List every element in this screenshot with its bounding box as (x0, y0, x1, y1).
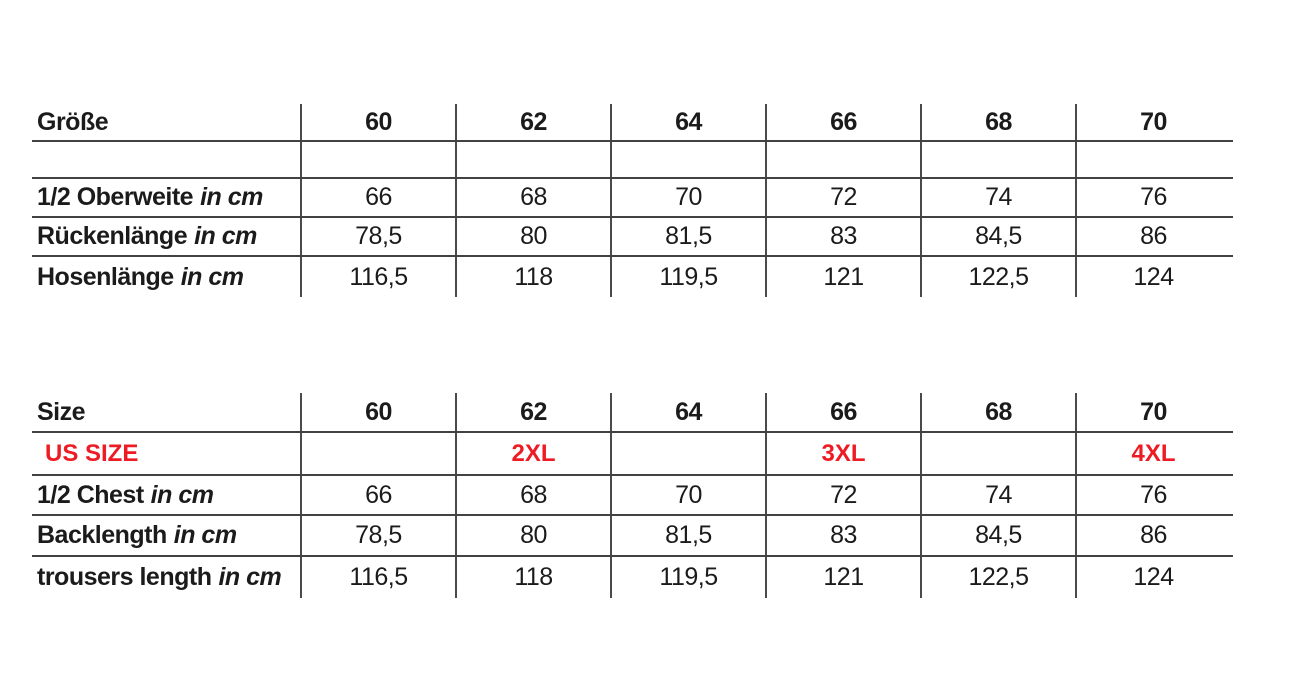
value-cell: 76 (1140, 480, 1167, 509)
row-label-text: Hosenlänge (37, 262, 174, 291)
value-cell: 66 (302, 179, 457, 216)
row-label-text: trousers length (37, 563, 212, 591)
value-cell: 81,5 (612, 516, 767, 555)
value-cell: 121 (767, 257, 922, 297)
size-column-header: 62 (457, 393, 612, 431)
table-row: Size 60 62 64 66 68 70 (32, 393, 1233, 433)
us-size-cell (612, 433, 767, 474)
us-size-cell (302, 433, 457, 474)
row-label-unit: in cm (180, 262, 244, 291)
value-cell: 74 (922, 179, 1077, 216)
row-label-text: Rückenlänge (37, 222, 188, 250)
row-label-backlength: Backlength in cm (32, 516, 302, 555)
size-table-english: Size 60 62 64 66 68 70 US SIZE 2XL 3XL 4… (32, 393, 1233, 598)
row-label-text: 1/2 Oberweite (37, 183, 194, 211)
row-label-rueckenlaenge: Rückenlänge in cm (32, 218, 302, 255)
row-label-hosenlaenge: Hosenlänge in cm (32, 257, 302, 297)
row-label-unit: in cm (150, 480, 214, 509)
value-cell: 118 (457, 257, 612, 297)
value-cell: 70 (612, 476, 767, 514)
table-row: 1/2 Chest in cm 66 68 70 72 74 76 (32, 476, 1233, 516)
value-cell: 121 (767, 557, 922, 598)
row-label-size: Size (32, 393, 302, 431)
us-size-cell: 3XL (767, 433, 922, 474)
table-row: trousers length in cm 116,5 118 119,5 12… (32, 557, 1233, 598)
value-cell: 83 (767, 218, 922, 255)
row-label-trousers-length: trousers length in cm (32, 557, 302, 598)
size-column-header: 64 (612, 393, 767, 431)
value-cell: 80 (457, 218, 612, 255)
empty-cell (32, 142, 302, 177)
empty-cell (1077, 142, 1230, 177)
row-label-us-size: US SIZE (32, 433, 302, 474)
value-cell: 70 (612, 179, 767, 216)
table-row: Hosenlänge in cm 116,5 118 119,5 121 122… (32, 257, 1233, 297)
us-size-cell: 4XL (1131, 439, 1176, 467)
size-column-header: 60 (302, 393, 457, 431)
value-cell: 86 (1140, 222, 1167, 250)
row-label-unit: in cm (200, 183, 263, 211)
row-label-chest: 1/2 Chest in cm (32, 476, 302, 514)
row-label-text: 1/2 Chest (37, 480, 144, 509)
row-label-oberweite: 1/2 Oberweite in cm (32, 179, 302, 216)
row-label-groesse: Größe (32, 104, 302, 140)
empty-cell (922, 142, 1077, 177)
value-cell: 72 (767, 179, 922, 216)
size-column-header: 70 (1140, 107, 1167, 136)
empty-cell (457, 142, 612, 177)
value-cell: 68 (457, 476, 612, 514)
value-cell: 84,5 (922, 218, 1077, 255)
value-cell: 118 (457, 557, 612, 598)
table-row: Rückenlänge in cm 78,5 80 81,5 83 84,5 8… (32, 218, 1233, 257)
value-cell: 72 (767, 476, 922, 514)
us-size-cell (922, 433, 1077, 474)
value-cell: 122,5 (922, 557, 1077, 598)
row-label-text: Backlength (37, 521, 167, 549)
value-cell: 84,5 (922, 516, 1077, 555)
spacer-row (32, 142, 1233, 179)
size-column-header: 70 (1140, 397, 1167, 426)
value-cell: 74 (922, 476, 1077, 514)
size-column-header: 64 (612, 104, 767, 140)
value-cell: 78,5 (302, 218, 457, 255)
size-column-header: 66 (767, 393, 922, 431)
table-row: 1/2 Oberweite in cm 66 68 70 72 74 76 (32, 179, 1233, 218)
value-cell: 124 (1133, 262, 1174, 291)
empty-cell (767, 142, 922, 177)
row-label-unit: in cm (194, 222, 257, 250)
empty-cell (302, 142, 457, 177)
value-cell: 78,5 (302, 516, 457, 555)
value-cell: 81,5 (612, 218, 767, 255)
size-column-header: 60 (302, 104, 457, 140)
value-cell: 66 (302, 476, 457, 514)
value-cell: 116,5 (302, 257, 457, 297)
size-column-header: 68 (922, 393, 1077, 431)
us-size-row: US SIZE 2XL 3XL 4XL (32, 433, 1233, 476)
table-row: Größe 60 62 64 66 68 70 (32, 104, 1233, 142)
value-cell: 68 (457, 179, 612, 216)
value-cell: 83 (767, 516, 922, 555)
value-cell: 86 (1140, 521, 1167, 549)
value-cell: 116,5 (302, 557, 457, 598)
row-label-unit: in cm (218, 563, 282, 591)
size-table-german: Größe 60 62 64 66 68 70 1/2 Oberweite in… (32, 104, 1233, 297)
size-column-header: 66 (767, 104, 922, 140)
value-cell: 119,5 (612, 557, 767, 598)
us-size-cell: 2XL (457, 433, 612, 474)
empty-cell (612, 142, 767, 177)
table-row: Backlength in cm 78,5 80 81,5 83 84,5 86 (32, 516, 1233, 557)
size-column-header: 68 (922, 104, 1077, 140)
size-column-header: 62 (457, 104, 612, 140)
value-cell: 124 (1133, 563, 1174, 591)
value-cell: 119,5 (612, 257, 767, 297)
value-cell: 80 (457, 516, 612, 555)
row-label-unit: in cm (173, 521, 237, 549)
value-cell: 76 (1140, 183, 1167, 211)
value-cell: 122,5 (922, 257, 1077, 297)
